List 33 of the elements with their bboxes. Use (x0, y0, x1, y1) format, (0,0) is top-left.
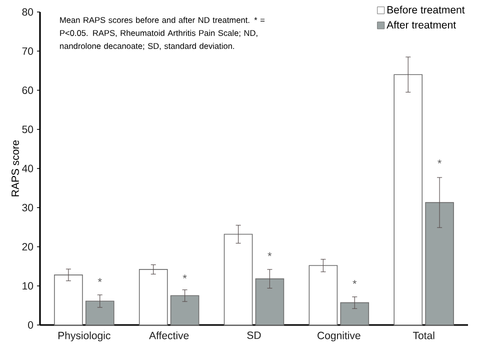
x-tick-label: Cognitive (318, 332, 360, 342)
bar (255, 278, 284, 326)
bar (340, 302, 370, 326)
y-axis-title: RAPS score (12, 140, 19, 196)
x-tick-label: SD (247, 332, 261, 339)
y-tick-label: 60 (22, 86, 34, 94)
annotation: * (352, 280, 357, 284)
x-tick-label: Physiologic (58, 332, 110, 342)
y-tick-label: 70 (22, 47, 34, 55)
bar (308, 265, 338, 326)
bar (170, 295, 200, 326)
bar (425, 202, 454, 326)
bar (85, 300, 114, 326)
annotation: Mean RAPS scores before and after ND treatment. * = P<0.05. RAPS, Rheumatoid Arthritis Pain Scale; ND, nandrolone decanoate; SD, standard deviation. (60, 16, 265, 50)
bar (394, 74, 423, 326)
annotation: * (268, 252, 272, 256)
annotation: * (438, 160, 442, 164)
bar (224, 234, 253, 326)
y-tick-label: 0 (28, 321, 34, 329)
y-tick-label: 20 (22, 243, 34, 250)
y-tick-label: 10 (22, 282, 34, 290)
x-tick-label: Affective (149, 332, 189, 340)
legend-label: Before treatment (387, 6, 465, 14)
y-tick-label: 50 (22, 126, 34, 134)
x-tick-label: Total (412, 332, 434, 340)
annotation: * (182, 274, 187, 278)
annotation: * (98, 278, 102, 282)
legend-label: After treatment (386, 20, 456, 29)
y-tick-label: 30 (22, 204, 34, 212)
y-tick-label: 40 (22, 164, 34, 172)
bar (54, 274, 83, 326)
bar (138, 269, 168, 326)
y-tick-label: 80 (22, 8, 34, 16)
